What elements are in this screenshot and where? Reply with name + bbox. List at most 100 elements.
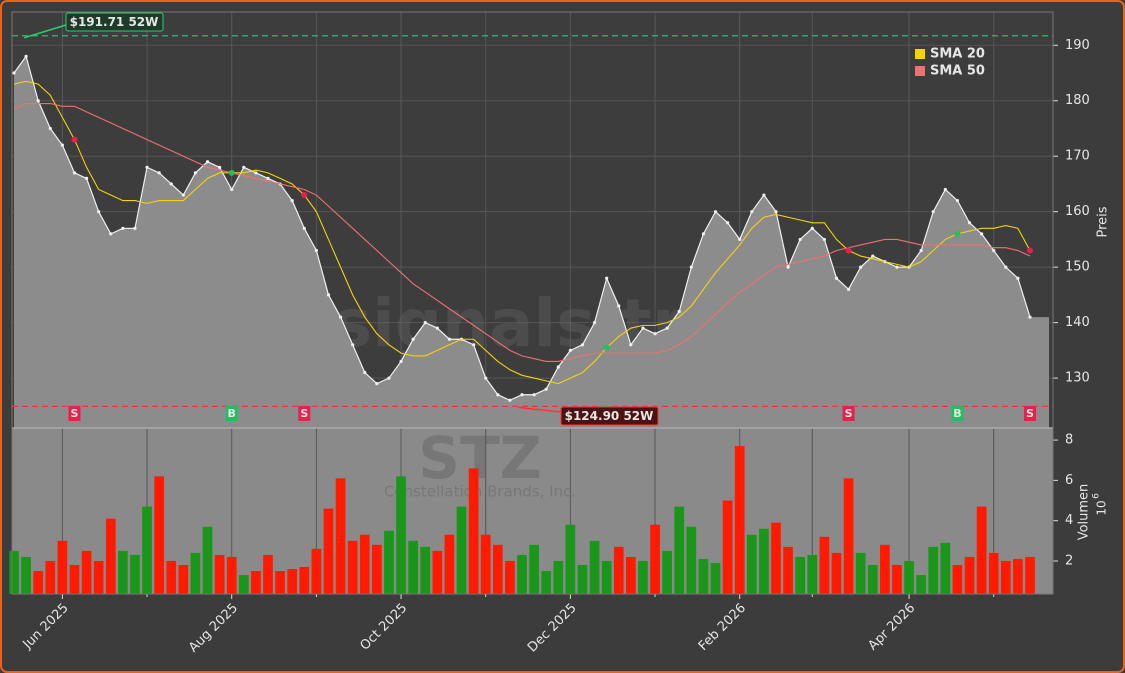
close-point [762, 193, 766, 197]
y-tick-label: 150 [1065, 260, 1090, 275]
volume-bar [964, 556, 975, 594]
volume-bar [565, 524, 576, 594]
close-point [677, 309, 681, 314]
volume-bar [323, 508, 334, 594]
volume-bar [759, 528, 769, 594]
volume-bar [263, 554, 273, 594]
y-tick-label: 170 [1065, 149, 1090, 164]
close-point [592, 321, 597, 325]
volume-bar [843, 478, 854, 594]
close-point [145, 165, 149, 169]
signal-badge [68, 406, 81, 421]
close-point [1016, 276, 1020, 280]
close-point [689, 265, 693, 269]
legend-swatch [915, 49, 925, 59]
volume-bar [21, 556, 31, 594]
volume-bar [541, 571, 552, 594]
volume-bar [795, 556, 806, 594]
volume-bar [928, 546, 939, 594]
annotation-box [65, 12, 164, 32]
volume-bar [420, 546, 431, 594]
volume-bar [698, 558, 709, 594]
y-tick-label: 180 [1065, 93, 1090, 108]
volume-bar [722, 500, 733, 594]
volume-tick-label: 8 [1065, 433, 1073, 448]
volume-bar [154, 476, 164, 594]
close-point [218, 165, 222, 169]
close-point [181, 193, 185, 197]
close-point [641, 326, 645, 330]
signal-dot [71, 136, 78, 143]
volume-bar [940, 542, 951, 594]
sma-line [13, 80, 1031, 385]
close-point [254, 171, 258, 175]
volume-bar [783, 546, 793, 594]
legend-label: SMA 20 [930, 47, 985, 62]
close-point [605, 276, 609, 280]
volume-bar [505, 560, 515, 594]
volume-bar [275, 571, 285, 594]
volume-bar [130, 554, 140, 594]
volume-bar [9, 550, 19, 594]
volume-bar [710, 562, 721, 594]
volume-bar [904, 560, 914, 594]
close-point [653, 332, 657, 336]
volume-bar [613, 546, 624, 594]
volume-bar [432, 550, 443, 594]
close-point [992, 248, 996, 253]
volume-bar [1013, 558, 1023, 594]
volume-bar [638, 560, 648, 594]
volume-bar [456, 506, 467, 594]
close-point [266, 176, 270, 180]
volume-bar [335, 478, 346, 594]
signal-label: B [953, 407, 961, 420]
close-point [97, 210, 101, 214]
volume-bar [81, 550, 92, 594]
close-point [12, 71, 16, 75]
close-point [496, 393, 500, 397]
volume-bar [952, 564, 963, 594]
signal-badge [298, 406, 311, 421]
volume-bar [359, 534, 370, 594]
volume-bar [734, 446, 745, 594]
close-point [423, 321, 427, 325]
legend-swatch [915, 66, 925, 76]
volume-bar [444, 534, 455, 594]
volume-axis-label: Volumen [1077, 484, 1092, 541]
close-point [1004, 265, 1008, 269]
close-point [363, 370, 367, 375]
close-point [72, 171, 77, 175]
close-point [36, 99, 40, 103]
signal-label: S [300, 407, 308, 420]
sma-line [13, 102, 1031, 362]
y-tick-label: 130 [1065, 371, 1090, 386]
volume-bar [396, 476, 406, 594]
volume-bar [105, 518, 116, 594]
volume-exponent-base: 10 [1095, 500, 1109, 515]
close-point [810, 226, 814, 230]
close-point [750, 210, 754, 214]
close-point [895, 265, 899, 269]
close-point [121, 226, 125, 230]
volume-tick-label: 2 [1065, 553, 1073, 568]
close-point [798, 237, 802, 242]
volume-bar [408, 540, 418, 594]
close-point [520, 393, 524, 397]
close-point [205, 160, 210, 164]
volume-bar [33, 571, 44, 594]
close-point [314, 248, 318, 253]
volume-bar [311, 548, 322, 594]
close-point [157, 171, 161, 175]
close-point [242, 165, 246, 169]
volume-bar [142, 506, 152, 594]
close-point [786, 265, 790, 269]
volume-bar [976, 506, 987, 594]
volume-bar [662, 550, 672, 594]
volume-bar [202, 526, 213, 594]
volume-bar [626, 556, 636, 594]
volume-bar [57, 540, 68, 594]
close-point [955, 198, 960, 203]
volume-bar [384, 530, 394, 594]
